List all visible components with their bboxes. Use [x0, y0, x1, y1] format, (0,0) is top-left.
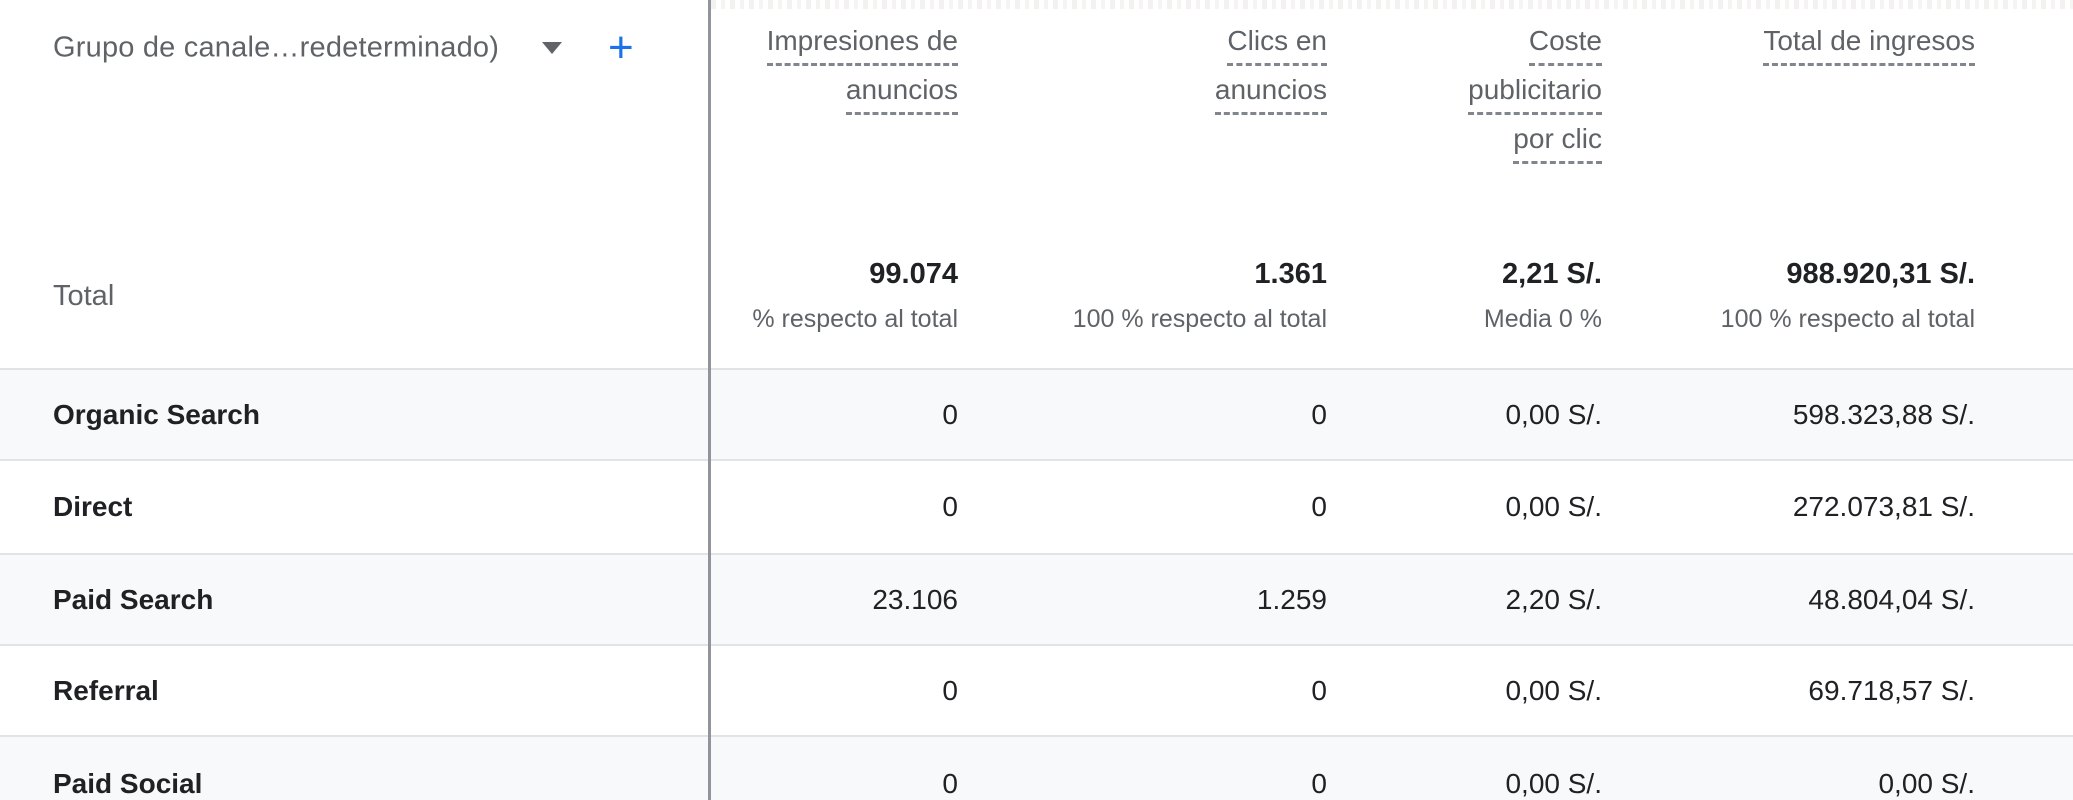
channel-cell: Direct — [53, 491, 133, 522]
value-cell: 48.804,04 S/. — [1808, 583, 1975, 615]
header-line: Coste — [1528, 24, 1602, 66]
column-header-ad-impressions[interactable]: Impresiones de anuncios — [766, 24, 958, 122]
total-value: 1.361 — [1254, 258, 1327, 290]
value-cell: 0,00 S/. — [1505, 398, 1602, 430]
value-cell: 272.073,81 S/. — [1792, 491, 1975, 522]
value-cell: 0,00 S/. — [1505, 674, 1602, 706]
column-header-total-revenue[interactable]: Total de ingresos — [1763, 24, 1975, 73]
total-row-label: Total — [53, 280, 115, 312]
value-cell: 0 — [942, 674, 958, 706]
value-cell: 0,00 S/. — [1878, 767, 1975, 799]
header-line: anuncios — [845, 73, 958, 115]
value-cell: 1.259 — [1256, 583, 1327, 615]
value-cell: 0 — [1311, 491, 1327, 522]
table-row: Referral 0 0 0,00 S/. 69.718,57 S/. — [0, 644, 2073, 735]
value-cell: 0 — [942, 767, 958, 799]
total-note: % respecto al total — [752, 305, 958, 333]
total-note: 100 % respecto al total — [1072, 305, 1327, 333]
dimension-selector[interactable]: Grupo de canale…redeterminado) + — [53, 26, 634, 70]
table-row: Direct 0 0 0,00 S/. 272.073,81 S/. — [0, 459, 2073, 553]
value-cell: 0 — [942, 491, 958, 522]
total-value: 99.074 — [869, 258, 958, 290]
value-cell: 69.718,57 S/. — [1808, 674, 1975, 706]
value-cell: 0 — [1311, 674, 1327, 706]
total-note: 100 % respecto al total — [1720, 305, 1975, 333]
dimension-selector-label[interactable]: Grupo de canale…redeterminado) — [53, 31, 500, 64]
header-line: anuncios — [1214, 73, 1327, 115]
value-cell: 0 — [1311, 398, 1327, 430]
channel-cell: Paid Social — [53, 767, 203, 799]
total-row: Total 99.074 % respecto al total 1.361 1… — [0, 250, 2073, 368]
column-header-cost-per-click[interactable]: Coste publicitario por clic — [1468, 24, 1602, 171]
value-cell: 0,00 S/. — [1505, 491, 1602, 522]
table-row: Paid Search 23.106 1.259 2,20 S/. 48.804… — [0, 553, 2073, 644]
value-cell: 0 — [942, 398, 958, 430]
column-resize-divider[interactable] — [708, 0, 711, 800]
value-cell: 23.106 — [872, 583, 958, 615]
header-line: publicitario — [1468, 73, 1602, 115]
header-line: por clic — [1513, 122, 1602, 164]
total-value: 2,21 S/. — [1502, 258, 1602, 290]
value-cell: 0 — [1311, 767, 1327, 799]
value-cell: 0,00 S/. — [1505, 767, 1602, 799]
header-line: Clics en — [1227, 24, 1327, 66]
value-cell: 598.323,88 S/. — [1792, 398, 1975, 430]
chevron-down-icon[interactable] — [541, 42, 562, 54]
header-line: Impresiones de — [766, 24, 958, 66]
channel-cell: Organic Search — [53, 398, 260, 430]
chart-edge-stripes — [711, 0, 2073, 9]
total-cell-total-revenue: 988.920,31 S/. 100 % respecto al total — [1721, 258, 1975, 334]
channel-cell: Paid Search — [53, 583, 214, 615]
column-header-ad-clicks[interactable]: Clics en anuncios — [1214, 24, 1327, 122]
header-line: Total de ingresos — [1763, 24, 1975, 66]
plus-icon[interactable]: + — [608, 23, 634, 72]
total-cell-ad-impressions: 99.074 % respecto al total — [752, 258, 958, 334]
total-cell-cost-per-click: 2,21 S/. Media 0 % — [1484, 258, 1602, 334]
total-note: Media 0 % — [1483, 305, 1602, 333]
channel-cell: Referral — [53, 674, 159, 706]
table-row: Organic Search 0 0 0,00 S/. 598.323,88 S… — [0, 368, 2073, 459]
total-cell-ad-clicks: 1.361 100 % respecto al total — [1073, 258, 1327, 334]
total-value: 988.920,31 S/. — [1786, 258, 1975, 290]
table-row: Paid Social 0 0 0,00 S/. 0,00 S/. — [0, 735, 2073, 800]
value-cell: 2,20 S/. — [1505, 583, 1602, 615]
